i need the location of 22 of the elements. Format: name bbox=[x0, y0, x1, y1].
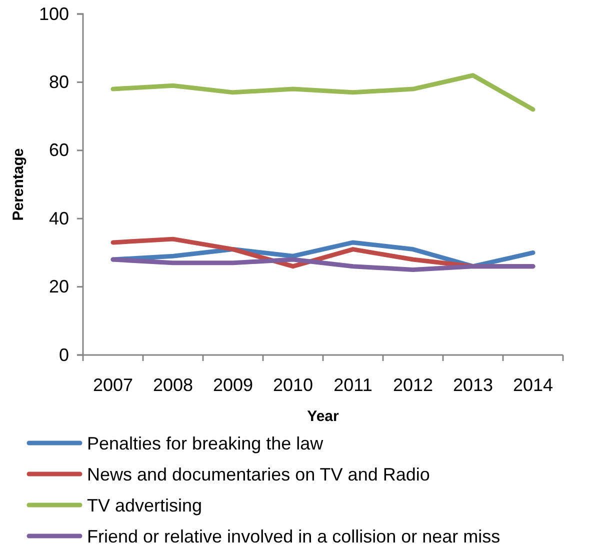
x-tick-label: 2013 bbox=[452, 375, 494, 395]
x-tick-label: 2011 bbox=[334, 375, 372, 395]
x-tick-label: 2009 bbox=[212, 375, 254, 395]
legend-label: Friend or relative involved in a collision or near miss bbox=[87, 526, 500, 546]
y-axis-title: Perentage bbox=[10, 148, 27, 221]
x-tick-label: 2007 bbox=[92, 375, 134, 395]
y-tick-label: 80 bbox=[48, 72, 69, 92]
legend-label: News and documentaries on TV and Radio bbox=[87, 464, 430, 484]
y-tick-label: 100 bbox=[38, 4, 69, 24]
y-tick-label: 20 bbox=[48, 276, 69, 297]
y-tick-label: 60 bbox=[48, 140, 69, 160]
y-tick-label: 40 bbox=[48, 208, 69, 228]
line-series bbox=[110, 73, 536, 112]
x-axis-title: Year bbox=[307, 408, 340, 425]
x-tick-label: 2014 bbox=[512, 375, 554, 395]
legend-label: TV advertising bbox=[87, 495, 202, 516]
y-tick-label: 0 bbox=[58, 344, 69, 365]
x-tick-label: 2012 bbox=[392, 375, 434, 395]
line-series bbox=[110, 257, 536, 272]
x-tick-label: 2008 bbox=[152, 375, 194, 395]
x-tick-label: 2010 bbox=[272, 375, 314, 395]
legend-label: Penalties for breaking the law bbox=[87, 433, 324, 454]
